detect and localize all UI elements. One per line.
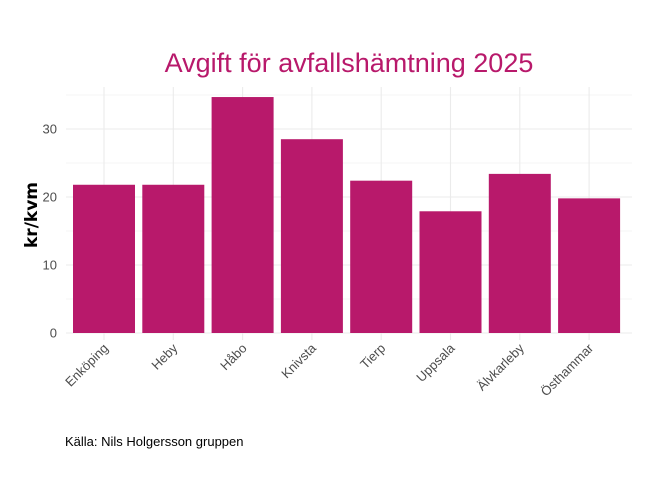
y-tick-label: 0	[50, 326, 57, 341]
bar-knivsta	[280, 139, 343, 333]
bar-håbo	[211, 97, 274, 333]
x-tick-label: Tierp	[357, 341, 388, 372]
y-tick-label: 20	[43, 190, 57, 205]
bar-tierp	[350, 180, 413, 333]
x-tick-label: Uppsala	[413, 340, 458, 385]
chart-title: Avgift för avfallshämtning 2025	[165, 48, 534, 78]
bar-östhammar	[558, 198, 621, 333]
x-axis-ticks: Enköping Heby Håbo Knivsta Tierp Uppsala Älvka…	[62, 340, 597, 399]
bar-uppsala	[419, 211, 482, 333]
x-tick-label: Knivsta	[278, 340, 319, 381]
x-tick-label: Heby	[148, 340, 180, 372]
bars	[73, 97, 621, 333]
x-tick-label: Östhammar	[538, 340, 597, 399]
bar-heby	[142, 184, 205, 333]
x-tick-label: Enköping	[62, 341, 111, 390]
source-caption: Källa: Nils Holgersson gruppen	[65, 434, 243, 449]
y-tick-label: 10	[43, 258, 57, 273]
x-tick-label: Håbo	[217, 341, 250, 374]
bar-älvkarleby	[488, 173, 551, 333]
bar-enköping	[73, 184, 135, 333]
y-tick-label: 30	[43, 122, 57, 137]
y-axis-ticks: 0 10 20 30	[43, 122, 57, 341]
y-axis-label: kr/kvm	[22, 182, 42, 248]
x-tick-label: Älvkarleby	[474, 340, 527, 393]
